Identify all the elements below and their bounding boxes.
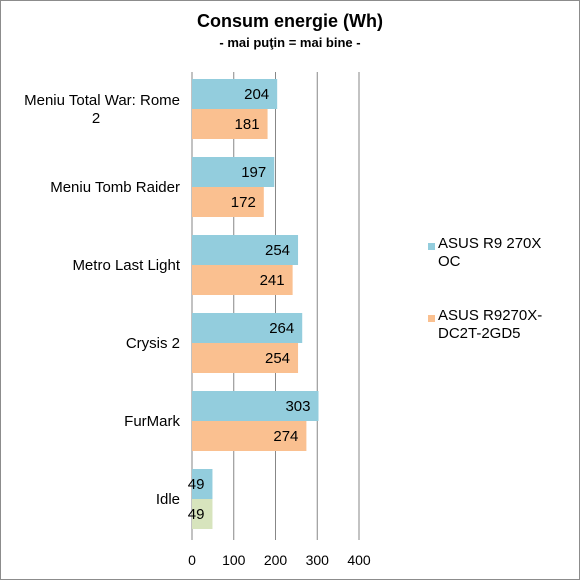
bar — [192, 187, 264, 217]
value-label: 204 — [244, 86, 269, 103]
x-tick-label: 300 — [306, 552, 330, 568]
legend-swatch — [428, 315, 435, 322]
category-label: FurMark — [124, 413, 180, 430]
bars — [192, 79, 319, 529]
category-label: Crysis 2 — [126, 335, 180, 352]
x-tick-label: 0 — [188, 552, 196, 568]
category-label: Metro Last Light — [72, 257, 180, 274]
value-label: 241 — [260, 272, 285, 289]
bar — [192, 469, 213, 499]
bar — [192, 343, 299, 373]
bar — [192, 499, 213, 529]
bar — [192, 157, 275, 187]
legend: ASUS R9 270X OC ASUS R9270X-DC2T-2GD5 — [428, 235, 542, 342]
legend-label: ASUS R9 270X OC — [438, 235, 541, 270]
value-label: 181 — [235, 116, 260, 133]
bar — [192, 421, 307, 451]
chart-subtitle: - mai puţin = mai bine - — [219, 35, 360, 50]
category-label: Meniu Tomb Raider — [50, 179, 180, 196]
value-label: 197 — [241, 164, 266, 181]
category-label: Idle — [156, 491, 180, 508]
value-label: 254 — [265, 242, 290, 259]
bar — [192, 79, 278, 109]
bar — [192, 109, 268, 139]
value-labels: 204 181 197 172 254 241 264 254 303 274 49 49 — [188, 86, 311, 523]
grid-lines — [191, 72, 360, 540]
legend-swatch — [428, 243, 435, 250]
legend-label: ASUS R9270X-DC2T-2GD5 — [438, 307, 542, 342]
value-label: 274 — [273, 428, 298, 445]
value-label: 303 — [285, 398, 310, 415]
chart-title: Consum energie (Wh) — [197, 11, 383, 31]
value-label: 254 — [265, 350, 290, 367]
x-tick-label: 100 — [222, 552, 246, 568]
value-label: 49 — [188, 476, 205, 493]
bar — [192, 313, 303, 343]
value-label: 49 — [188, 506, 205, 523]
bar — [192, 391, 319, 421]
x-axis-ticks: 0 100 200 300 400 — [188, 552, 371, 568]
bar — [192, 235, 299, 265]
category-label: Meniu Total War: Rome 2 — [24, 92, 180, 127]
x-tick-label: 200 — [264, 552, 288, 568]
x-tick-label: 400 — [347, 552, 371, 568]
value-label: 172 — [231, 194, 256, 211]
value-label: 264 — [269, 320, 294, 337]
bar — [192, 265, 293, 295]
category-labels: Meniu Total War: Rome 2 Meniu Tomb Raider M… — [24, 92, 181, 508]
